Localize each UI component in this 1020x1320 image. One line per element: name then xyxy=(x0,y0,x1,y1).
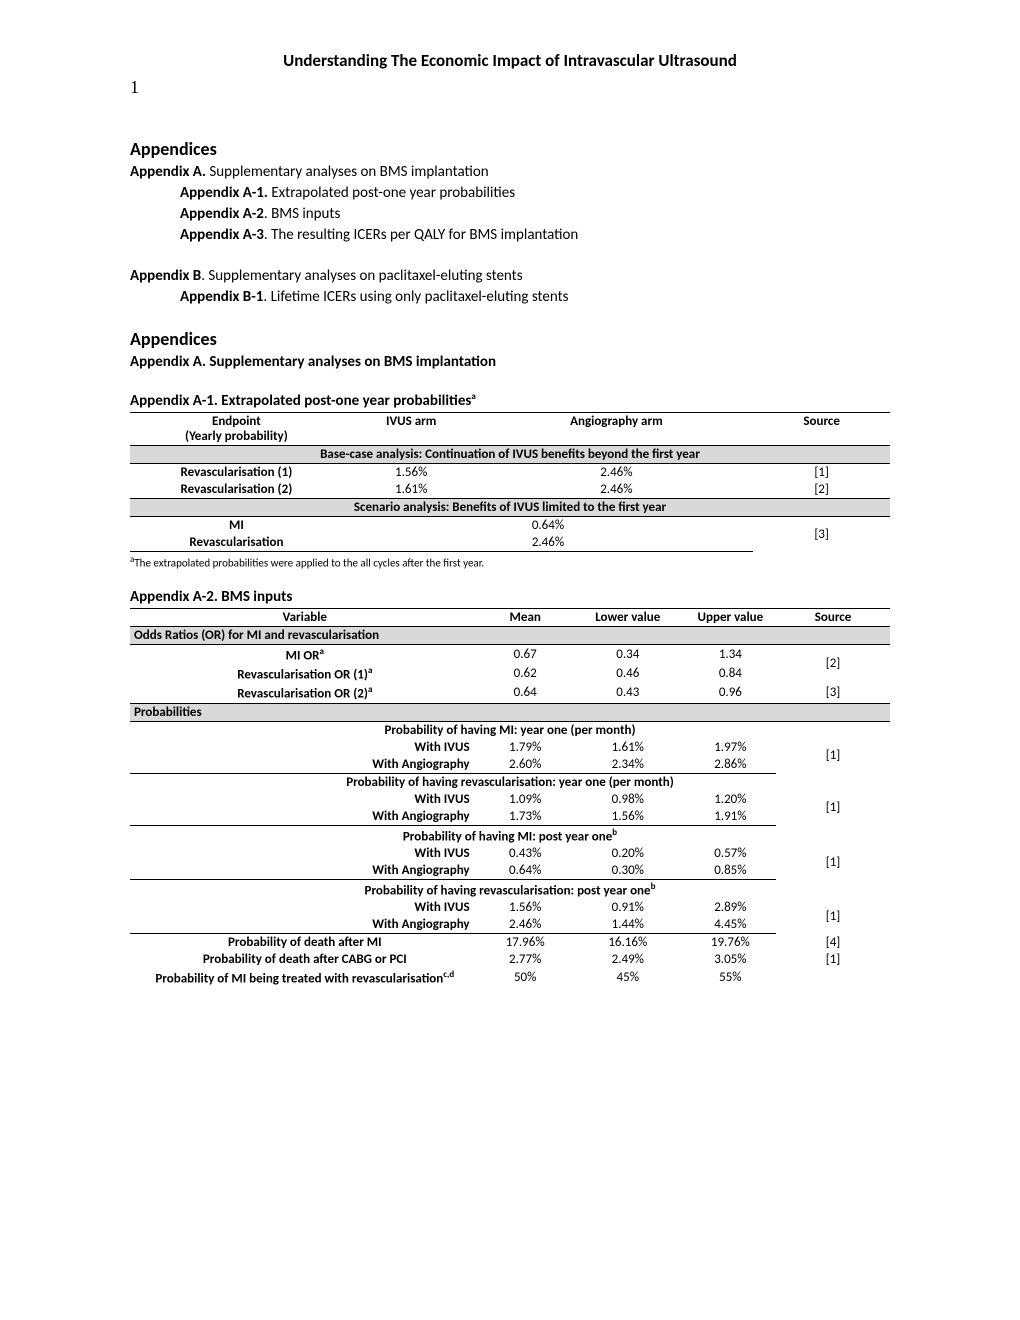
table-row: MI ORa 0.670.341.34 [2] xyxy=(130,644,890,664)
toc-appendix-a: Appendix A. Supplementary analyses on BM… xyxy=(130,162,890,183)
table-row: Probability of having MI: post year oneb xyxy=(130,825,890,845)
table-row: With IVUS1.79%1.61%1.97%[1] xyxy=(130,739,890,756)
col-angio: Angiography arm xyxy=(480,413,754,446)
col-variable: Variable xyxy=(130,608,480,626)
appendices-heading-2: Appendices xyxy=(130,328,890,350)
col-mean: Mean xyxy=(480,608,571,626)
col-source: Source xyxy=(753,413,890,446)
table-band: Odds Ratios (OR) for MI and revascularis… xyxy=(130,626,890,644)
table-a1: Endpoint (Yearly probability) IVUS arm A… xyxy=(130,412,890,552)
table-row: Revascularisation OR (2)a 0.640.430.96 [… xyxy=(130,683,890,703)
table-row: With IVUS1.56%0.91%2.89%[1] xyxy=(130,899,890,916)
table-band: Scenario analysis: Benefits of IVUS limi… xyxy=(130,499,890,517)
table-band: Base-case analysis: Continuation of IVUS… xyxy=(130,446,890,464)
toc-a3: Appendix A-3. The resulting ICERs per QA… xyxy=(180,225,890,246)
table-a1-title: Appendix A-1. Extrapolated post-one year… xyxy=(130,391,890,410)
appendix-a-section-title: Appendix A. Supplementary analyses on BM… xyxy=(130,352,890,373)
col-source: Source xyxy=(776,608,890,626)
toc-a2: Appendix A-2. BMS inputs xyxy=(180,204,890,225)
col-upper: Upper value xyxy=(685,608,776,626)
table-row: With IVUS1.09%0.98%1.20%[1] xyxy=(130,791,890,808)
toc-a1: Appendix A-1. Extrapolated post-one year… xyxy=(180,183,890,204)
table-row: Revascularisation (1) 1.56% 2.46% [1] xyxy=(130,464,890,482)
table-row: MI 0.64% [3] xyxy=(130,517,890,535)
table-band: Probabilities xyxy=(130,703,890,721)
table-row: With IVUS0.43%0.20%0.57%[1] xyxy=(130,845,890,862)
page-number: 1 xyxy=(130,77,890,98)
col-lower: Lower value xyxy=(571,608,685,626)
toc-b1: Appendix B-1. Lifetime ICERs using only … xyxy=(180,287,890,308)
table-row: Probability of having revascularisation:… xyxy=(130,773,890,791)
table-row: Probability of having revascularisation:… xyxy=(130,879,890,899)
table-a1-footnote: aThe extrapolated probabilities were app… xyxy=(130,554,890,570)
table-row: Revascularisation (2) 1.61% 2.46% [2] xyxy=(130,481,890,499)
running-title: Understanding The Economic Impact of Int… xyxy=(130,50,890,71)
appendices-heading: Appendices xyxy=(130,138,890,160)
col-ivus: IVUS arm xyxy=(343,413,480,446)
table-a2: Variable Mean Lower value Upper value So… xyxy=(130,608,890,988)
col-endpoint: Endpoint (Yearly probability) xyxy=(130,413,343,446)
table-a2-title: Appendix A-2. BMS inputs xyxy=(130,588,890,606)
table-row: Probability of MI being treated with rev… xyxy=(130,968,890,987)
table-row: Probability of having MI: year one (per … xyxy=(130,721,890,739)
table-row: Probability of death after MI17.96%16.16… xyxy=(130,934,890,952)
table-row: Probability of death after CABG or PCI2.… xyxy=(130,951,890,968)
toc-appendix-b: Appendix B. Supplementary analyses on pa… xyxy=(130,266,890,287)
